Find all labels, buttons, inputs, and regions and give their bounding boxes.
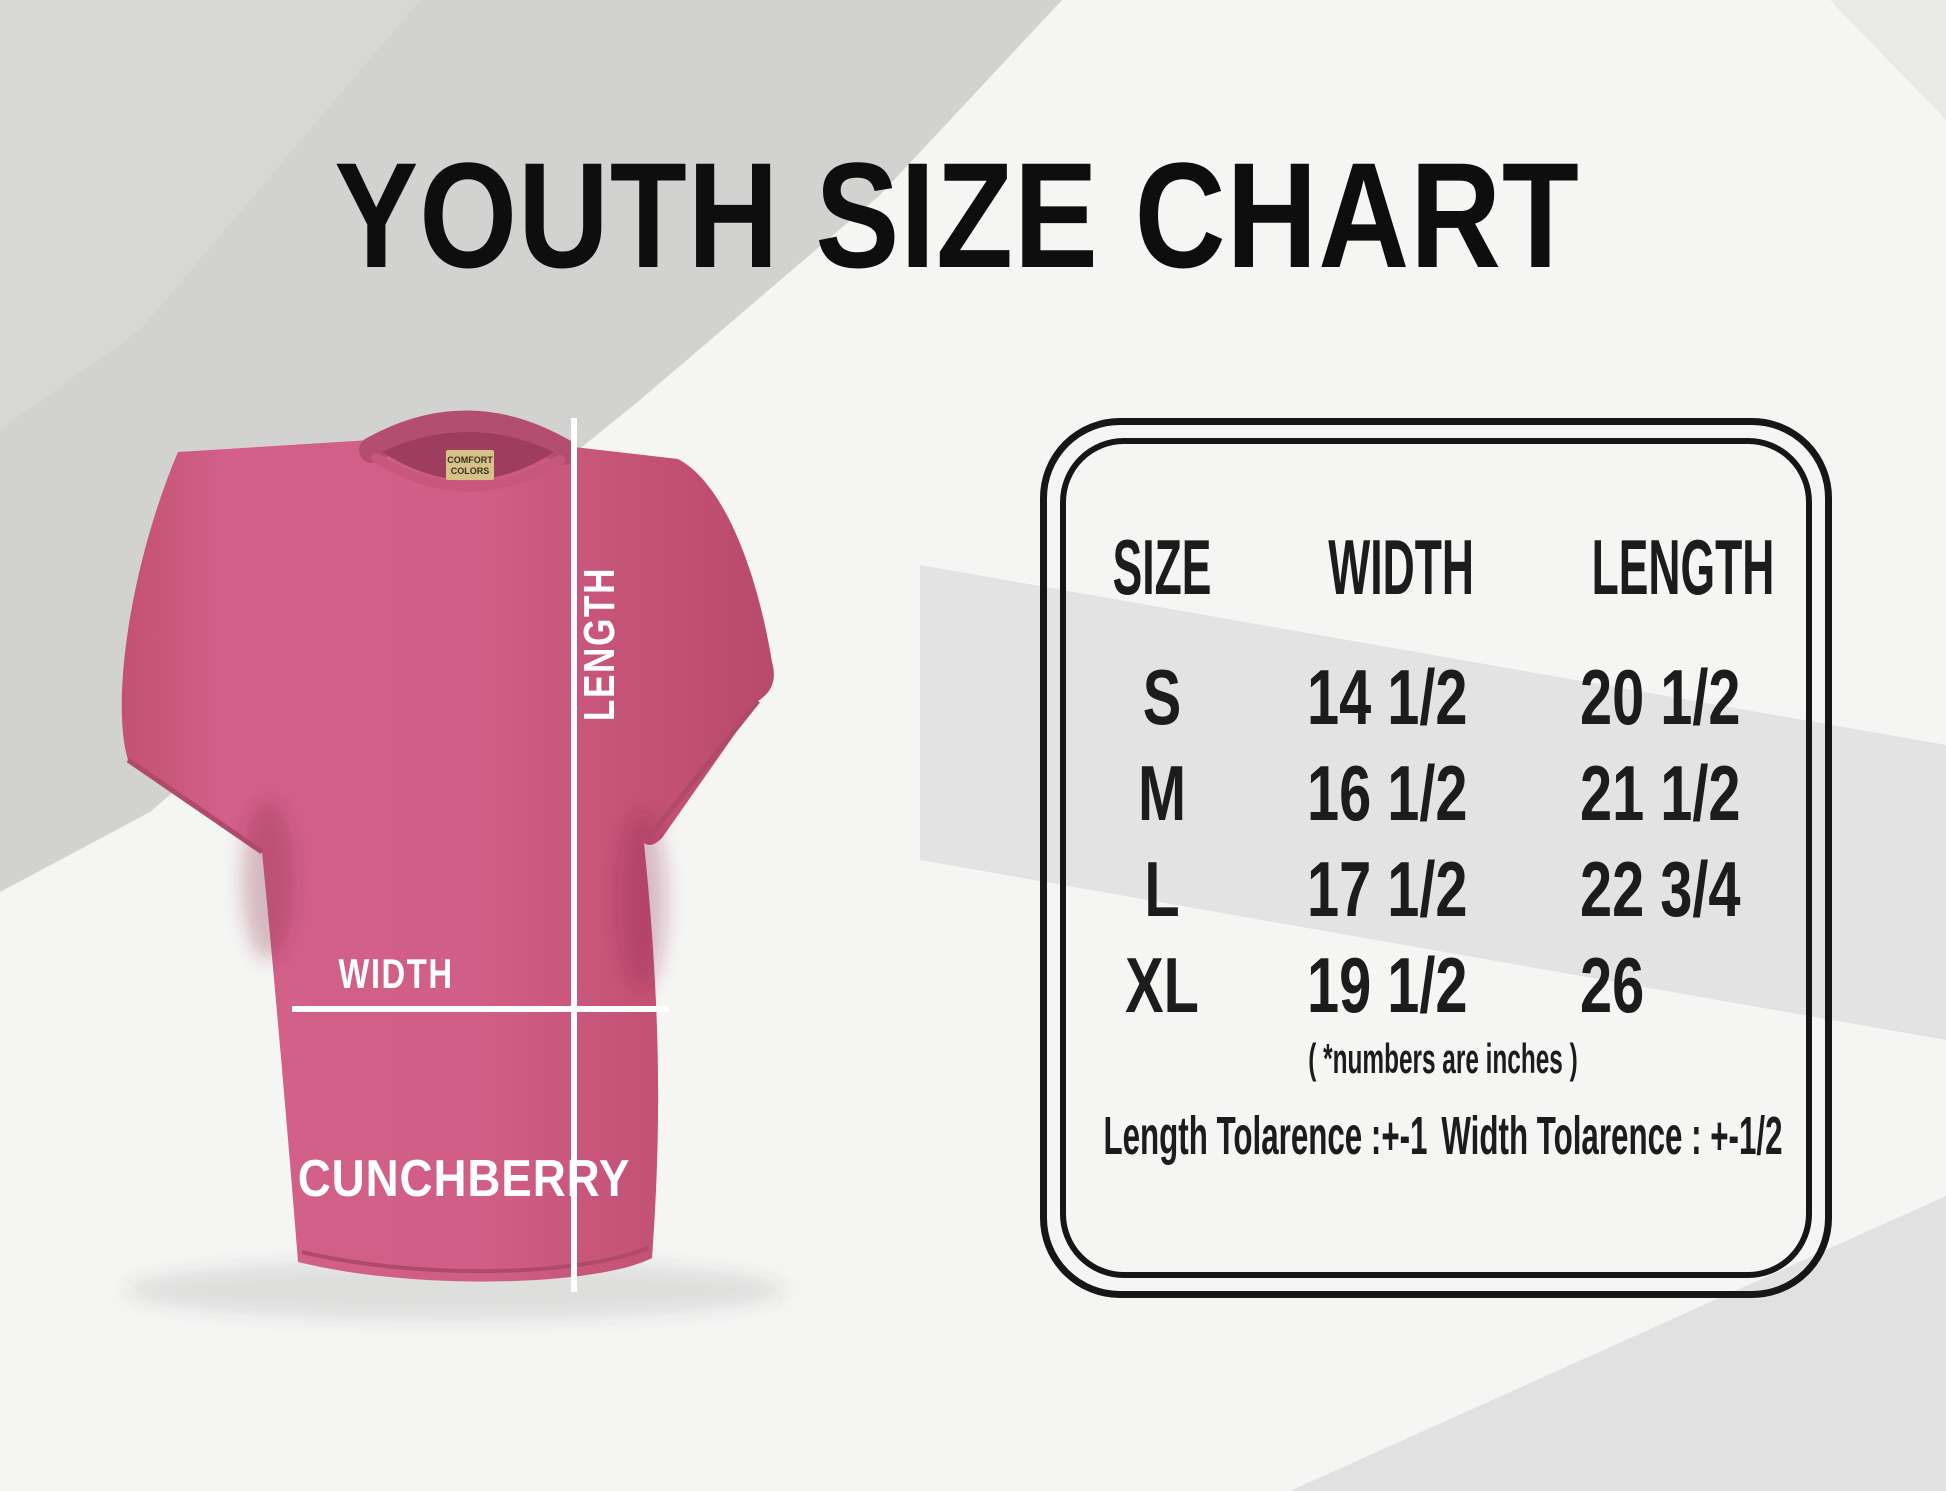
shirt-shade-right — [618, 810, 666, 990]
background-diagonal-band — [920, 565, 1946, 1040]
left-cuff-seam — [126, 757, 264, 855]
width-value: 17 1/2 — [1307, 845, 1468, 933]
width-label: WIDTH — [338, 950, 454, 997]
table-row: M 16 1/2 21 1/2 — [1047, 753, 1839, 833]
tolerance-length-note: Length Tolarence :+-1 — [1103, 1106, 1428, 1166]
collar-brand-tag: COMFORT COLORS — [446, 450, 494, 480]
units-note: ( *numbers are inches ) — [1308, 1035, 1578, 1082]
width-value: 14 1/2 — [1307, 653, 1468, 741]
collar-band-back — [359, 410, 577, 465]
background-gray-corner-wash — [0, 0, 420, 430]
header-length: LENGTH — [1591, 523, 1775, 611]
tshirt-body — [121, 423, 774, 1282]
length-value: 21 1/2 — [1580, 749, 1741, 837]
brand-tag-fabric — [446, 450, 494, 480]
hem-seam — [301, 1246, 649, 1274]
table-row: L 17 1/2 22 3/4 — [1047, 849, 1839, 929]
size-value: M — [1137, 749, 1187, 837]
table-row: S 14 1/2 20 1/2 — [1047, 657, 1839, 737]
size-value: S — [1142, 653, 1182, 741]
page-title: YOUTH SIZE CHART — [334, 130, 1580, 299]
length-value: 26 — [1580, 941, 1645, 1029]
header-size: SIZE — [1112, 523, 1212, 611]
length-value: 20 1/2 — [1580, 653, 1741, 741]
size-chart-header-row: SIZE WIDTH LENGTH — [1047, 527, 1839, 607]
size-chart-box: SIZE WIDTH LENGTH S 14 1/2 20 1/2 M 16 1… — [1040, 418, 1832, 1298]
table-row: XL 19 1/2 26 — [1047, 945, 1839, 1025]
shirt-shade-left — [242, 800, 294, 960]
header-width: WIDTH — [1328, 523, 1474, 611]
size-chart-inner-border — [1060, 438, 1812, 1278]
shirt-color-name: CUNCHBERRY — [297, 1150, 631, 1208]
brand-tag-line1: COMFORT — [447, 455, 493, 465]
size-value: L — [1144, 845, 1180, 933]
length-value: 22 3/4 — [1580, 845, 1741, 933]
length-label: LENGTH — [575, 566, 624, 722]
background-gray-topright — [1830, 0, 1946, 120]
brand-tag-line2: COLORS — [451, 466, 490, 476]
right-cuff-seam — [644, 699, 760, 843]
shirt-shadow — [125, 1260, 785, 1320]
size-value: XL — [1125, 941, 1199, 1029]
tolerance-width-note: Width Tolarence : +-1/2 — [1441, 1106, 1783, 1166]
width-value: 19 1/2 — [1307, 941, 1468, 1029]
width-value: 16 1/2 — [1307, 749, 1468, 837]
collar-band-front — [371, 453, 565, 492]
tolerance-note: Length Tolarence :+-1 Width Tolarence : … — [1103, 1101, 1782, 1171]
